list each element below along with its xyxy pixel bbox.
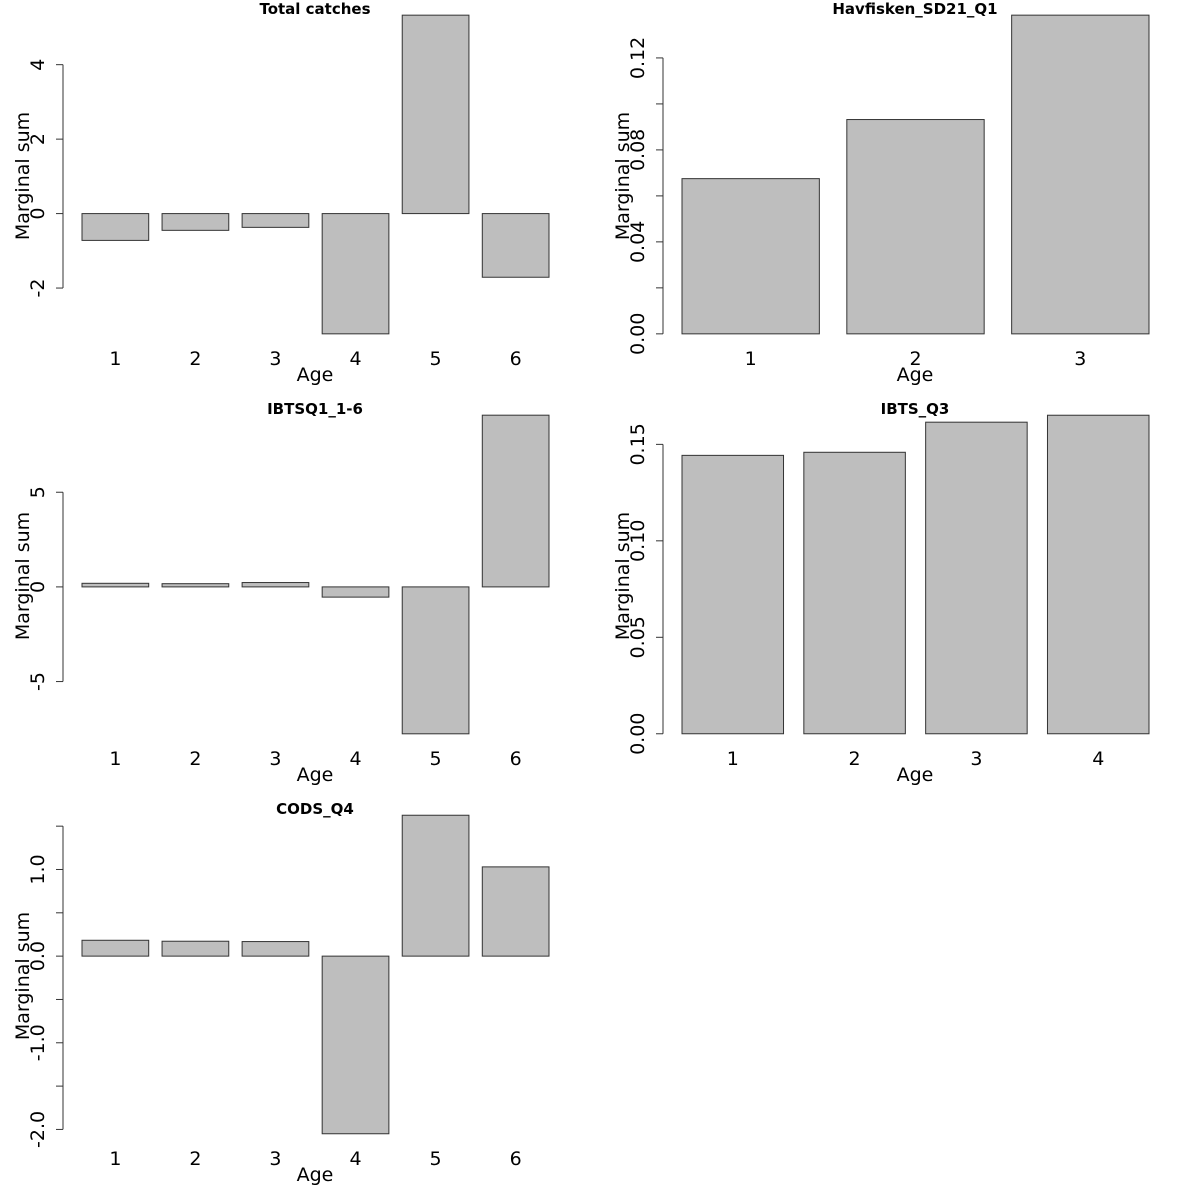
x-tick-label: 4	[349, 348, 361, 370]
x-tick-label: 6	[510, 748, 522, 770]
y-tick-label: 0.0	[27, 941, 49, 971]
bar-age-3	[241, 582, 310, 588]
x-tick-label: 4	[349, 748, 361, 770]
bar-age-5	[401, 814, 470, 957]
x-tick-label: 2	[189, 348, 201, 370]
y-tick-label: -2.0	[27, 1111, 49, 1148]
chart-title: Total catches	[259, 0, 370, 18]
x-tick-label: 3	[269, 1148, 281, 1170]
chart-panel-3: IBTSQ1_1-6 1 2 3 4 5 6 -5 0 5 Age Marginal sum	[12, 400, 550, 786]
x-tick-label: 2	[909, 348, 921, 370]
y-tick-label: 0.04	[627, 221, 649, 263]
bar-age-3	[925, 421, 1028, 735]
x-tick-label: 5	[430, 1148, 442, 1170]
x-tick-label: 4	[1092, 748, 1104, 770]
x-axis-label: Age	[897, 364, 934, 386]
x-tick-label: 1	[745, 348, 757, 370]
bar-age-6	[481, 414, 550, 588]
y-tick-label: 0.00	[627, 713, 649, 755]
bar-age-1	[81, 939, 150, 957]
chart-panel-2: Havfisken_SD21_Q1 1 2 3 0.00 0.04 0.08 0.12 Age M…	[612, 0, 1150, 386]
bar-age-3	[241, 941, 310, 957]
bar-age-4	[321, 213, 390, 335]
bar-age-1	[681, 454, 785, 735]
x-axis-label: Age	[897, 764, 934, 786]
y-tick-label: 0.15	[627, 423, 649, 465]
y-tick-label: 0.05	[627, 616, 649, 658]
x-tick-label: 2	[849, 748, 861, 770]
x-tick-label: 2	[189, 1148, 201, 1170]
bar-age-1	[81, 213, 150, 241]
chart-panel-4: IBTS_Q3 1 2 3 4 0.00 0.05 0.10 0.15 Age Marginal s…	[612, 400, 1150, 786]
y-tick-label: -5	[27, 672, 49, 691]
x-tick-label: 5	[430, 748, 442, 770]
x-tick-label: 3	[1074, 348, 1086, 370]
x-tick-label: 3	[269, 748, 281, 770]
bar-age-1	[681, 178, 820, 335]
x-tick-label: 6	[510, 348, 522, 370]
y-tick-label: -2	[27, 279, 49, 298]
x-tick-label: 6	[510, 1148, 522, 1170]
bar-age-2	[161, 583, 230, 588]
x-axis-label: Age	[297, 364, 334, 386]
x-axis-label: Age	[297, 764, 334, 786]
bar-age-3	[241, 213, 310, 228]
bar-age-2	[803, 451, 906, 735]
y-axis-label: Marginal sum	[612, 112, 634, 240]
bar-age-4	[1046, 414, 1150, 735]
x-axis-label: Age	[297, 1164, 334, 1186]
y-tick-label: 0	[27, 208, 49, 220]
bar-age-2	[161, 940, 230, 957]
y-tick-label: 0.10	[627, 520, 649, 562]
bar-age-6	[481, 866, 550, 957]
bar-age-2	[846, 119, 985, 335]
chart-title: CODS_Q4	[276, 800, 354, 818]
x-tick-label: 1	[727, 748, 739, 770]
y-axis-label: Marginal sum	[12, 112, 34, 240]
y-tick-label: 4	[27, 59, 49, 71]
bar-age-5	[401, 14, 470, 215]
bar-age-1	[81, 582, 150, 588]
bar-age-5	[401, 586, 470, 735]
y-tick-label: 0.08	[627, 129, 649, 171]
bar-age-3	[1011, 14, 1150, 335]
chart-title: IBTSQ1_1-6	[267, 400, 363, 418]
chart-title: IBTS_Q3	[881, 400, 950, 418]
bar-age-4	[321, 955, 390, 1135]
bar-age-6	[481, 213, 550, 278]
x-tick-label: 2	[189, 748, 201, 770]
y-tick-label: 1.0	[27, 854, 49, 884]
x-tick-label: 3	[970, 748, 982, 770]
x-tick-label: 4	[349, 1148, 361, 1170]
y-tick-label: 2	[27, 133, 49, 145]
x-tick-label: 3	[269, 348, 281, 370]
y-tick-label: 0	[27, 581, 49, 593]
y-tick-label: 5	[27, 486, 49, 498]
y-axis-label: Marginal sum	[612, 512, 634, 640]
y-tick-label: 0.12	[627, 37, 649, 79]
y-tick-label: 0.00	[627, 313, 649, 355]
chart-panel-1: Total catches 1 2 3 4 5 6 -2 0 2 4 Age Marginal sum	[12, 0, 550, 386]
bar-age-4	[321, 586, 390, 598]
x-tick-label: 1	[109, 348, 121, 370]
y-axis-label: Marginal sum	[12, 512, 34, 640]
x-tick-label: 5	[430, 348, 442, 370]
bar-age-2	[161, 213, 230, 231]
x-tick-label: 1	[109, 1148, 121, 1170]
x-tick-label: 1	[109, 748, 121, 770]
y-tick-label: -1.0	[27, 1024, 49, 1061]
chart-panel-5: CODS_Q4 1 2 3 4 5 6 -2.0 -1.0 0.0 1.0 Age Marginal s…	[12, 800, 550, 1186]
chart-title: Havfisken_SD21_Q1	[832, 0, 997, 18]
y-axis-label: Marginal sum	[12, 912, 34, 1040]
